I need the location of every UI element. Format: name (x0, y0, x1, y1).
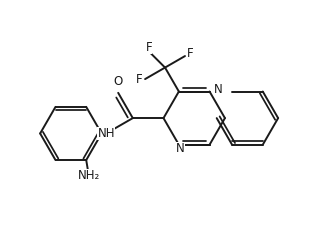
Text: F: F (146, 41, 152, 54)
Text: N: N (176, 142, 185, 155)
Text: F: F (136, 73, 143, 86)
Text: F: F (187, 47, 194, 60)
Text: O: O (113, 75, 123, 88)
Text: NH₂: NH₂ (78, 169, 100, 182)
Text: NH: NH (97, 127, 115, 140)
Text: N: N (214, 84, 222, 96)
